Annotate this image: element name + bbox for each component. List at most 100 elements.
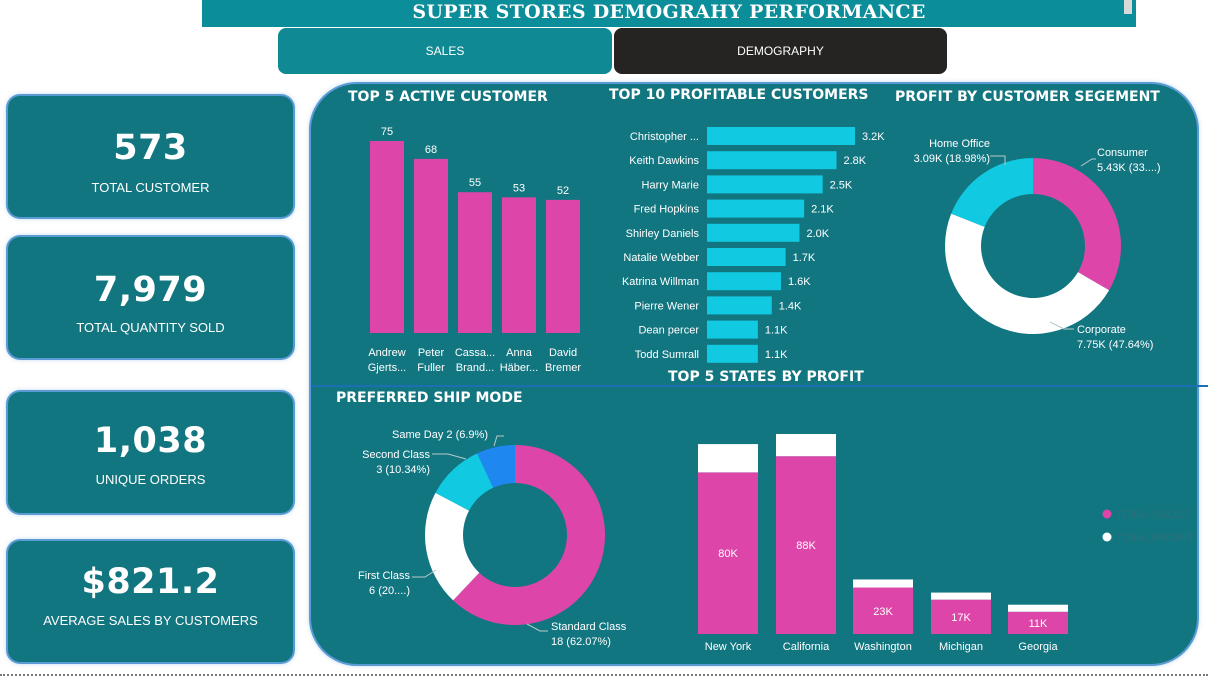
states-title: TOP 5 STATES BY PROFIT [668,369,864,385]
top5-bar [414,158,448,333]
states-legend-marker [1102,532,1112,542]
page-bottom-border [0,674,1208,676]
top5-category-label: Peter [418,347,445,359]
top5-data-label: 53 [513,182,525,194]
ship-label-name: First Class [358,570,410,582]
ship-label-value: 6 (20....) [369,585,410,597]
kpi-value: 7,979 [93,270,208,310]
top5-bar [370,141,404,333]
segment-label-name: Corporate [1077,324,1126,336]
top5-category-label: Bremer [545,362,581,374]
segment-label-name: Home Office [929,138,990,150]
segment-label-value: 7.75K (47.64%) [1077,339,1153,351]
top5-category-label: Cassa... [455,347,495,359]
states-sales-bar [853,587,913,634]
states-profit-bar [1008,604,1068,612]
top5-category-label: Fuller [417,362,445,374]
ship-slice [425,492,480,601]
scrollbar-thumb[interactable] [1124,0,1132,14]
ship-label-value: 3 (10.34%) [376,464,430,476]
top10-category-label: Katrina Willman [622,276,699,288]
states-data-label: 80K [718,548,738,560]
states-category-label: California [783,641,830,653]
states-sales-bar [776,456,836,634]
top5-data-label: 55 [469,177,481,189]
top5-category-label: Brand... [456,362,495,374]
segment-leader-line [1049,321,1074,330]
top10-data-label: 1.4K [779,300,802,312]
top5-bar [458,192,492,333]
sales-nav-button[interactable]: SALES [278,28,612,74]
states-legend-marker [1102,509,1112,519]
top5-category-label: Andrew [368,347,405,359]
top10-data-label: 2.5K [830,179,853,191]
top10-category-label: Todd Sumrall [635,349,699,361]
kpi-value: $821.2 [81,562,220,602]
ship-leader-line [432,453,467,460]
kpi-value: 1,038 [93,421,208,461]
top10-bar [707,296,772,315]
top10-data-label: 2.1K [811,204,834,216]
top10-category-label: Harry Marie [642,179,699,191]
top10-category-label: Fred Hopkins [634,204,700,216]
top10-data-label: 2.0K [807,228,830,240]
top10-data-label: 1.6K [788,276,811,288]
top10-data-label: 3.2K [862,131,885,143]
ship-title: PREFERRED SHIP MODE [336,390,523,406]
top10-title: TOP 10 PROFITABLE CUSTOMERS [609,87,869,103]
top10-category-label: Shirley Daniels [626,228,700,240]
top5-data-label: 52 [557,185,569,197]
states-data-label: 23K [873,606,893,618]
segment-title: PROFIT BY CUSTOMER SEGEMENT [895,89,1160,105]
top10-bar [707,127,855,145]
ship-leader-line [526,623,548,632]
ship-leader-line [412,569,437,578]
states-category-label: Washington [854,641,912,653]
top5-category-label: Gjerts... [368,362,407,374]
kpi-value: 573 [113,128,188,168]
segment-slice [951,158,1033,227]
top5-category-label: David [549,347,577,359]
states-data-label: 88K [796,540,816,552]
segment-leader-line [1080,158,1096,167]
states-legend-label: TOTAL SALES [1116,509,1189,521]
ship-label-name: Same Day 2 (6.9%) [392,429,488,441]
states-category-label: Georgia [1018,641,1058,653]
states-profit-bar [698,444,758,473]
kpi-label: AVERAGE SALES BY CUSTOMERS [43,613,258,628]
top10-bar [707,223,800,242]
states-data-label: 11K [1029,618,1048,630]
top5-data-label: 68 [425,144,437,156]
segment-label-value: 5.43K (33....) [1097,162,1161,174]
ship-slice [453,445,606,625]
kpi-card-average-sales: $821.2 AVERAGE SALES BY CUSTOMERS [8,541,293,662]
states-profit-bar [776,434,836,457]
segment-slice [1033,158,1121,291]
top10-category-label: Pierre Wener [634,300,699,312]
top5-category-label: Häber... [500,362,539,374]
segment-label-name: Consumer [1097,147,1148,159]
kpi-label: TOTAL QUANTITY SOLD [76,320,225,335]
top10-data-label: 1.1K [765,325,788,337]
ship-leader-line [493,435,504,447]
demography-nav-button[interactable]: DEMOGRAPHY [614,28,947,74]
ship-label-name: Standard Class [551,621,627,633]
kpi-card-total-customer: 573 TOTAL CUSTOMER [8,96,293,217]
states-legend-label: TOTAL PROFIT [1116,532,1194,544]
states-sales-bar [1008,611,1068,634]
states-sales-bar [698,472,758,634]
kpi-label: TOTAL CUSTOMER [91,180,210,195]
ship-label-name: Second Class [362,449,430,461]
top10-bar [707,151,837,170]
top10-category-label: Dean percer [638,325,699,337]
top10-data-label: 2.8K [844,155,867,167]
states-profit-bar [853,579,913,588]
top5-title: TOP 5 ACTIVE CUSTOMER [348,89,548,105]
top10-data-label: 1.1K [765,349,788,361]
segment-leader-line [990,155,1006,165]
page-title: SUPER STORES DEMOGRAHY PERFORMANCE [202,0,1136,27]
top10-data-label: 1.7K [793,252,816,264]
top5-bar [502,197,536,333]
ship-slice [435,453,494,511]
